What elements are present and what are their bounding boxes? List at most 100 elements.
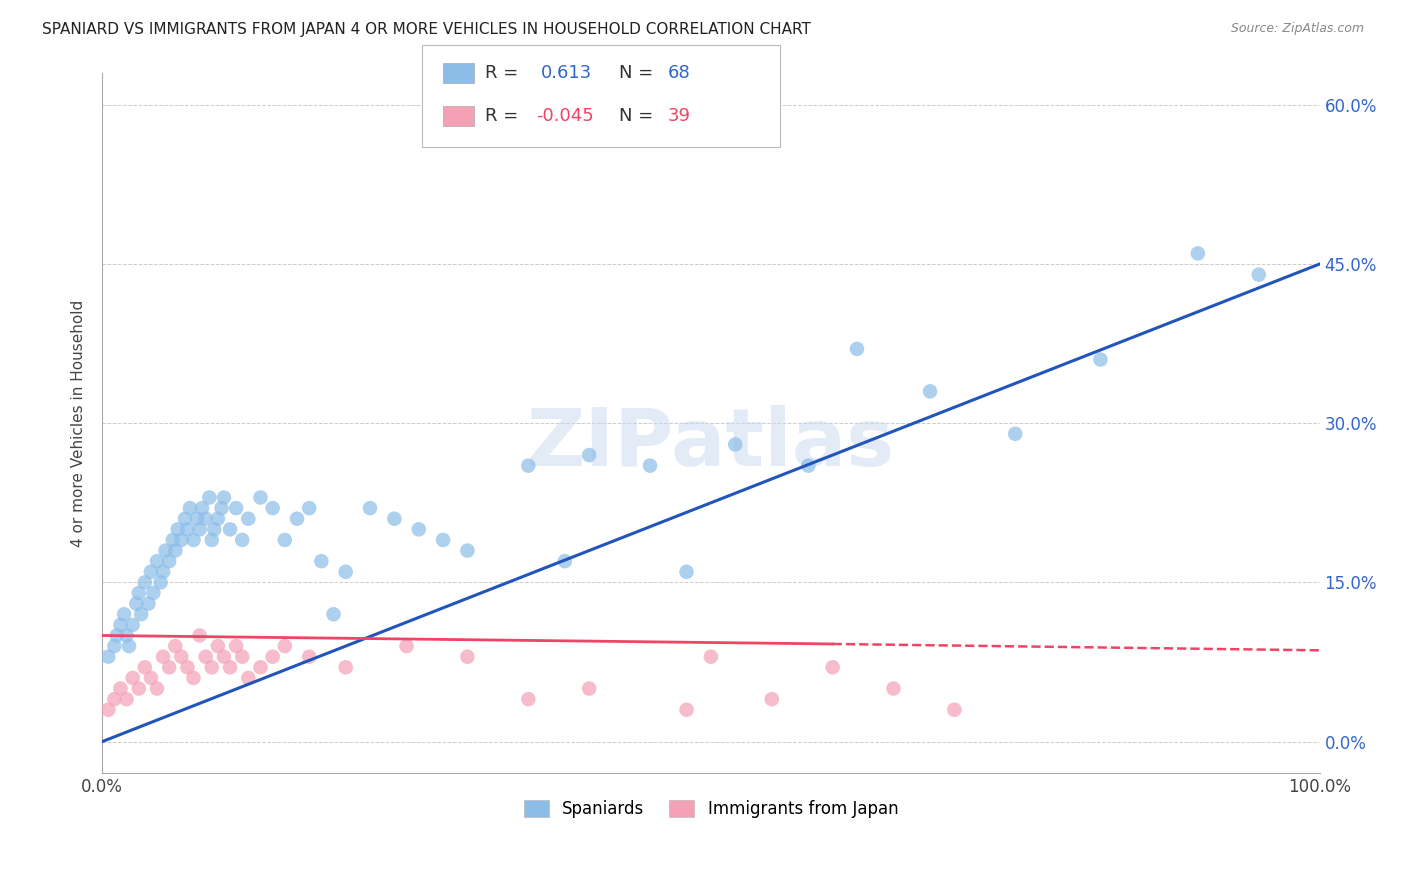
Point (1247, 268, 1270, 282)
Point (578, 448, 600, 462)
Point (432, 533, 454, 547)
Point (103, 692, 125, 706)
Point (298, 649, 321, 664)
Point (846, 342, 869, 356)
Point (322, 607, 344, 622)
Point (675, 703, 697, 717)
Point (139, 671, 162, 685)
Point (554, 554, 576, 568)
Point (146, 554, 169, 568)
Text: 0.613: 0.613 (541, 64, 592, 82)
Point (128, 681, 150, 696)
Point (157, 660, 180, 674)
Point (142, 586, 165, 600)
Point (238, 512, 260, 526)
Point (134, 575, 156, 590)
Point (821, 660, 844, 674)
Point (274, 639, 297, 653)
Point (262, 501, 284, 516)
Point (118, 639, 141, 653)
Point (335, 565, 357, 579)
Point (134, 660, 156, 674)
Point (202, 522, 225, 536)
Point (1187, 246, 1209, 260)
Text: R =: R = (485, 64, 519, 82)
Point (176, 660, 198, 674)
Point (110, 681, 132, 696)
Point (194, 649, 217, 664)
Point (274, 533, 297, 547)
Point (188, 628, 211, 642)
Text: N =: N = (619, 64, 652, 82)
Point (882, 681, 904, 696)
Point (382, 512, 405, 526)
Point (249, 660, 271, 674)
Point (761, 692, 783, 706)
Point (797, 458, 820, 473)
Point (335, 660, 357, 674)
Point (298, 501, 321, 516)
Point (262, 649, 284, 664)
Point (408, 522, 430, 536)
Point (128, 586, 150, 600)
Point (174, 512, 197, 526)
Point (194, 512, 217, 526)
Point (152, 649, 174, 664)
Text: 68: 68 (668, 64, 690, 82)
Point (212, 649, 235, 664)
Point (97, 649, 120, 664)
Point (139, 565, 162, 579)
Point (201, 533, 224, 547)
Point (191, 501, 214, 516)
Point (105, 628, 128, 642)
Point (395, 639, 418, 653)
Point (110, 618, 132, 632)
Y-axis label: 4 or more Vehicles in Household: 4 or more Vehicles in Household (72, 300, 86, 547)
Point (138, 597, 160, 611)
Point (183, 671, 205, 685)
Point (517, 692, 540, 706)
Point (170, 649, 193, 664)
Point (129, 607, 152, 622)
Point (186, 512, 208, 526)
Point (456, 649, 478, 664)
Point (724, 437, 747, 451)
Point (285, 512, 308, 526)
Point (238, 671, 260, 685)
Point (578, 681, 600, 696)
Point (249, 491, 271, 505)
Point (517, 458, 540, 473)
Point (943, 703, 966, 717)
Point (170, 533, 193, 547)
Point (1004, 426, 1026, 441)
Point (165, 639, 187, 653)
Point (219, 522, 242, 536)
Point (211, 501, 233, 516)
Point (188, 522, 211, 536)
Point (157, 554, 180, 568)
Point (700, 649, 723, 664)
Point (638, 458, 661, 473)
Point (225, 639, 247, 653)
Text: -0.045: -0.045 (536, 107, 593, 125)
Point (207, 512, 229, 526)
Point (212, 491, 235, 505)
Point (121, 618, 143, 632)
Point (103, 639, 125, 653)
Point (146, 681, 169, 696)
Point (166, 522, 188, 536)
Point (152, 565, 174, 579)
Text: ZIPatlas: ZIPatlas (527, 405, 896, 483)
Point (456, 543, 478, 558)
Text: N =: N = (619, 107, 652, 125)
Point (183, 533, 205, 547)
Point (115, 628, 138, 642)
Point (231, 533, 253, 547)
Point (201, 660, 224, 674)
Point (155, 543, 177, 558)
Point (207, 639, 229, 653)
Legend: Spaniards, Immigrants from Japan: Spaniards, Immigrants from Japan (517, 793, 905, 824)
Point (176, 522, 198, 536)
Text: Source: ZipAtlas.com: Source: ZipAtlas.com (1230, 22, 1364, 36)
Point (97, 703, 120, 717)
